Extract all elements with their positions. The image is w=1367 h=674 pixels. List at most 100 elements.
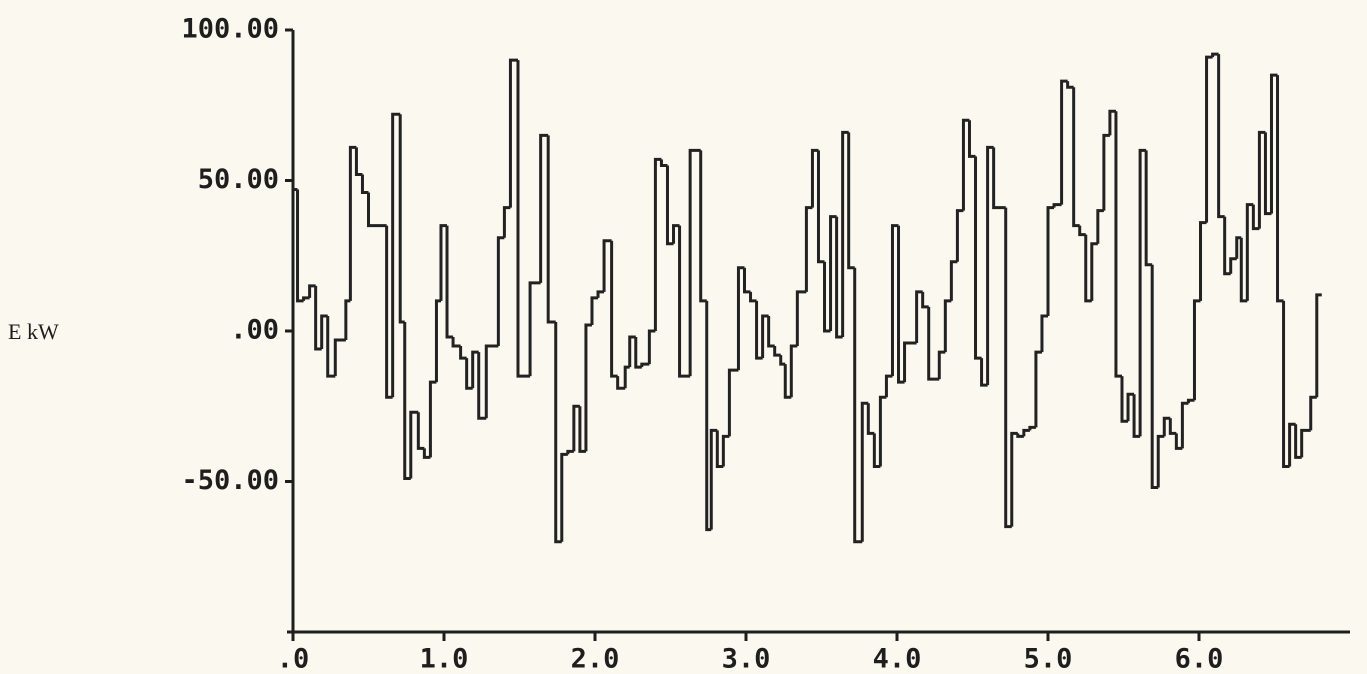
step-segment <box>1010 431 1018 527</box>
step-segment <box>749 291 757 303</box>
step-segment <box>1239 237 1248 303</box>
step-segment <box>647 329 656 365</box>
step-segment <box>1040 314 1048 353</box>
step-segment <box>783 364 792 399</box>
step-segment <box>1144 150 1153 267</box>
x-tick-label: 2.0 <box>571 644 620 674</box>
step-segment <box>560 452 568 542</box>
step-segment <box>688 148 701 377</box>
step-segment <box>890 224 899 377</box>
step-segment <box>709 428 718 530</box>
step-segment <box>1156 434 1165 488</box>
step-segment <box>302 296 310 301</box>
step-segment <box>610 240 618 378</box>
step-segment <box>1066 81 1074 89</box>
x-tick-label: 1.0 <box>420 644 469 674</box>
step-segment <box>1315 293 1322 398</box>
step-segment <box>1288 422 1296 467</box>
step-segment <box>653 157 662 331</box>
step-segment <box>1282 300 1290 468</box>
step-segment <box>795 290 807 347</box>
step-segment <box>1229 257 1237 274</box>
step-segment <box>678 225 691 378</box>
step-segment <box>789 344 798 398</box>
step-segment <box>584 323 592 452</box>
step-segment <box>1180 401 1189 449</box>
step-segment <box>596 290 605 298</box>
step-segment <box>1096 209 1104 244</box>
step-segment <box>992 147 1006 210</box>
step-segment <box>773 346 781 357</box>
step-segment <box>1078 225 1086 237</box>
step-segment <box>1126 392 1135 422</box>
step-segment <box>572 404 580 452</box>
step-segment <box>1120 376 1129 423</box>
y-tick-label: 50.00 <box>198 164 279 195</box>
step-segment <box>333 338 346 377</box>
step-segment <box>590 296 599 325</box>
step-segment <box>1199 221 1207 301</box>
step-segment <box>539 133 549 283</box>
step-segment <box>1309 395 1317 431</box>
step-segment <box>459 346 467 360</box>
step-segment <box>1186 398 1195 404</box>
step-segment <box>1052 203 1062 208</box>
step-segment <box>1028 425 1036 431</box>
step-segment <box>391 112 401 398</box>
step-segment <box>566 449 574 455</box>
y-axis-label: E kW <box>8 319 59 344</box>
step-segment <box>1108 109 1116 136</box>
step-segment <box>955 209 964 262</box>
step-segment <box>1090 242 1098 301</box>
step-segment <box>715 430 724 468</box>
step-segment <box>1245 203 1254 301</box>
step-segment <box>428 380 437 458</box>
step-segment <box>1217 54 1225 219</box>
step-segment <box>1251 204 1260 231</box>
step-segment <box>445 225 454 339</box>
step-segment <box>897 225 905 384</box>
step-segment <box>1300 428 1311 458</box>
step-segment <box>1016 433 1024 438</box>
step-segment <box>434 299 441 383</box>
step-segment <box>659 159 668 167</box>
step-segment <box>937 350 946 380</box>
step-segment <box>508 58 518 208</box>
step-segment <box>1294 424 1302 459</box>
step-segment <box>528 281 541 377</box>
step-segment <box>1102 133 1110 211</box>
step-segment <box>804 206 813 292</box>
step-segment <box>705 300 712 532</box>
step-segment <box>1263 132 1272 216</box>
step-segment <box>742 267 751 294</box>
step-segment <box>878 395 887 467</box>
step-segment <box>344 299 351 341</box>
step-segment <box>634 337 642 369</box>
step-segment <box>354 147 363 176</box>
step-segment <box>465 358 473 390</box>
step-segment <box>640 362 650 368</box>
step-segment <box>496 236 505 347</box>
step-segment <box>927 306 940 381</box>
step-segment <box>755 300 763 360</box>
step-segment <box>554 321 562 544</box>
step-segment <box>1138 148 1147 437</box>
step-segment <box>903 341 917 383</box>
step-segment <box>779 355 786 366</box>
step-segment <box>921 291 929 309</box>
step-segment <box>665 165 674 246</box>
step-segment <box>296 189 304 303</box>
step-segment <box>367 192 387 228</box>
step-segment <box>961 118 970 211</box>
step-segment <box>1114 111 1122 378</box>
step-segment <box>810 148 819 208</box>
step-segment <box>1174 433 1183 450</box>
step-segment <box>1205 55 1213 223</box>
x-tick-label: 4.0 <box>873 644 922 674</box>
step-segment <box>1276 75 1284 303</box>
step-segment <box>967 120 976 158</box>
step-segment <box>1034 350 1042 428</box>
step-segment <box>761 314 769 359</box>
step-segment <box>502 206 511 238</box>
